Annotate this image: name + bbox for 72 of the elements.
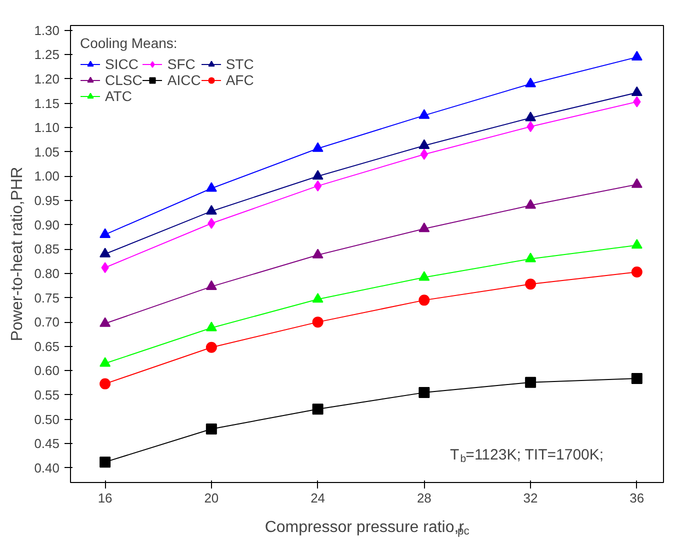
point — [206, 182, 217, 192]
point — [100, 456, 111, 468]
point — [206, 280, 217, 290]
y-tick-label: 0.65 — [34, 338, 60, 354]
point — [420, 148, 428, 160]
legend-label: SFC — [167, 56, 196, 72]
x-tick-label: 20 — [204, 490, 219, 506]
legend-title: Cooling Means: — [80, 35, 178, 51]
y-tick-label: 0.75 — [34, 290, 60, 306]
point — [100, 228, 111, 238]
point — [418, 387, 430, 398]
point — [418, 222, 430, 232]
point — [206, 342, 217, 353]
point — [312, 170, 324, 180]
point — [525, 376, 536, 388]
point — [418, 139, 430, 149]
legend-label: AICC — [167, 72, 201, 88]
point — [418, 271, 430, 281]
y-tick-label: 1.05 — [34, 144, 60, 160]
x-tick-label: 24 — [310, 490, 326, 506]
point — [631, 50, 642, 60]
y-tick-label: 1.25 — [34, 47, 60, 62]
point — [418, 294, 430, 306]
y-tick-label: 1.30 — [34, 22, 60, 38]
y-tick-label: 1.00 — [34, 168, 60, 184]
point — [312, 404, 324, 415]
y-tick-label: 0.90 — [34, 217, 60, 232]
y-tick-label: 0.40 — [34, 460, 60, 476]
y-tick-label: 0.60 — [34, 363, 60, 378]
point — [631, 372, 642, 384]
point — [206, 322, 217, 332]
legend-label: STC — [226, 56, 254, 72]
point — [631, 266, 642, 278]
y-tick-label: 0.95 — [34, 193, 60, 208]
legend-label: ATC — [105, 88, 132, 104]
y-tick-label: 0.55 — [34, 387, 60, 402]
point — [525, 199, 536, 209]
point — [100, 378, 111, 390]
legend-label: SICC — [105, 56, 138, 72]
point — [206, 204, 217, 215]
point — [525, 278, 536, 290]
point — [312, 316, 324, 328]
y-tick-label: 0.80 — [34, 266, 60, 281]
point — [312, 292, 324, 303]
point — [312, 248, 324, 258]
y-tick-label: 1.10 — [34, 120, 60, 136]
y-axis-title: Power-to-heat ratio,PHR — [9, 166, 26, 342]
point — [314, 180, 322, 192]
legend-label: AFC — [226, 72, 254, 88]
point — [100, 248, 111, 258]
y-tick-label: 1.15 — [34, 96, 60, 111]
y-tick-label: 1.20 — [34, 71, 60, 86]
y-tick-label: 0.70 — [34, 314, 60, 330]
point — [631, 238, 642, 249]
point — [418, 109, 430, 119]
point — [631, 86, 642, 96]
x-tick-label: 36 — [630, 490, 644, 506]
point — [525, 78, 536, 88]
point — [631, 178, 642, 188]
point — [100, 357, 111, 367]
point — [525, 112, 536, 122]
point — [206, 424, 217, 435]
x-tick-label: 16 — [98, 490, 112, 506]
x-tick-label: 32 — [523, 490, 538, 506]
point — [100, 317, 111, 327]
y-tick-label: 0.85 — [34, 242, 60, 257]
x-tick-label: 28 — [416, 490, 432, 506]
legend-label: CLSC — [105, 72, 142, 88]
y-tick-label: 0.50 — [34, 412, 60, 427]
point — [312, 142, 324, 152]
y-tick-label: 0.45 — [34, 436, 60, 452]
point — [525, 252, 536, 262]
